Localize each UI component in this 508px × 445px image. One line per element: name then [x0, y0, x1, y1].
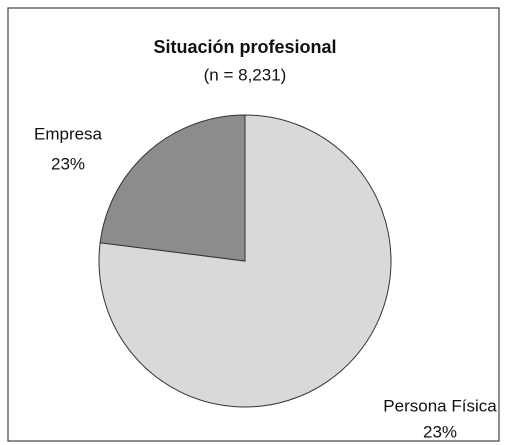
slice-label: Persona Física — [383, 396, 497, 415]
slice-value-label: 23% — [51, 154, 85, 173]
pie-slice — [99, 114, 246, 262]
chart-subtitle: (n = 8,231) — [204, 65, 287, 84]
slice-value-label: 23% — [423, 422, 457, 441]
slice-label: Empresa — [34, 124, 103, 143]
chart-title: Situación profesional — [153, 37, 336, 57]
